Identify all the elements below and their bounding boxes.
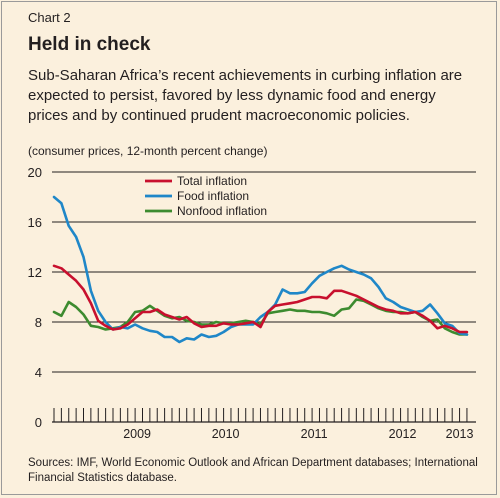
legend-label: Total inflation	[177, 174, 247, 188]
x-tick-label: 2011	[301, 427, 328, 441]
chart-subtitle: Sub-Saharan Africa’s recent achievements…	[28, 67, 463, 124]
chart-title: Held in check	[28, 34, 151, 55]
axis-layer: 0 4 8 12 16 20 2009 2010 2011 2012 2013	[28, 165, 476, 441]
x-tick-label: 2009	[123, 427, 151, 441]
y-tick-label: 12	[28, 265, 42, 280]
legend-label: Food inflation	[177, 189, 249, 203]
grid-layer	[52, 171, 476, 373]
y-tick-label: 4	[35, 365, 42, 380]
legend-label: Nonfood inflation	[177, 204, 267, 218]
x-tick-label: 2010	[212, 427, 240, 441]
y-tick-label: 16	[28, 215, 42, 230]
chart-label: Chart 2	[28, 10, 71, 25]
source-note: Sources: IMF, World Economic Outlook and…	[28, 457, 478, 484]
y-tick-label: 8	[35, 315, 42, 330]
series-layer	[52, 195, 469, 344]
x-tick-label: 2013	[446, 427, 474, 441]
y-tick-label: 0	[35, 415, 42, 430]
x-tick-label: 2012	[389, 427, 417, 441]
series-line-food-inflation	[52, 195, 469, 344]
series-line-total-inflation	[52, 264, 469, 334]
y-tick-label: 20	[28, 165, 42, 180]
unit-note: (consumer prices, 12-month percent chang…	[28, 144, 268, 158]
